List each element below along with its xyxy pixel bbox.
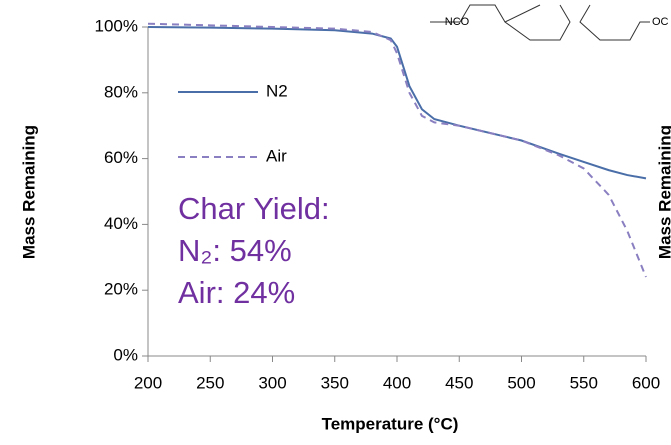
y-tick-label: 0% [113,345,138,364]
y-tick-label: 100% [95,16,138,35]
x-tick-label: 450 [445,373,473,392]
x-tick-label: 600 [632,373,660,392]
y-tick-label: 80% [104,82,138,101]
annotation: Char Yield: [178,191,330,226]
series-line [147,26,647,180]
x-tick-label: 500 [507,373,535,392]
y-axis-title: Mass Remaining [19,125,38,259]
series-line [147,22,647,278]
x-tick-label: 350 [321,373,349,392]
x-tick-label: 400 [383,373,411,392]
structure [430,4,650,41]
y-tick-label: 40% [104,214,138,233]
x-tick-label: 200 [134,373,162,392]
x-axis-title: Temperature (°C) [322,414,459,433]
legend-label: N2 [266,81,288,100]
right-axis-title: Mass Remaining [655,125,671,259]
x-tick-label: 550 [570,373,598,392]
x-tick-label: 300 [258,373,286,392]
annotation: Air: 24% [178,275,295,310]
y-tick-label: 20% [104,280,138,299]
legend-label: Air [266,146,287,165]
x-tick-label: 250 [196,373,224,392]
structure-label: OC [652,16,669,28]
structure-label: NCO [445,16,470,28]
annotation: N₂: 54% [178,233,292,268]
y-tick-label: 60% [104,148,138,167]
